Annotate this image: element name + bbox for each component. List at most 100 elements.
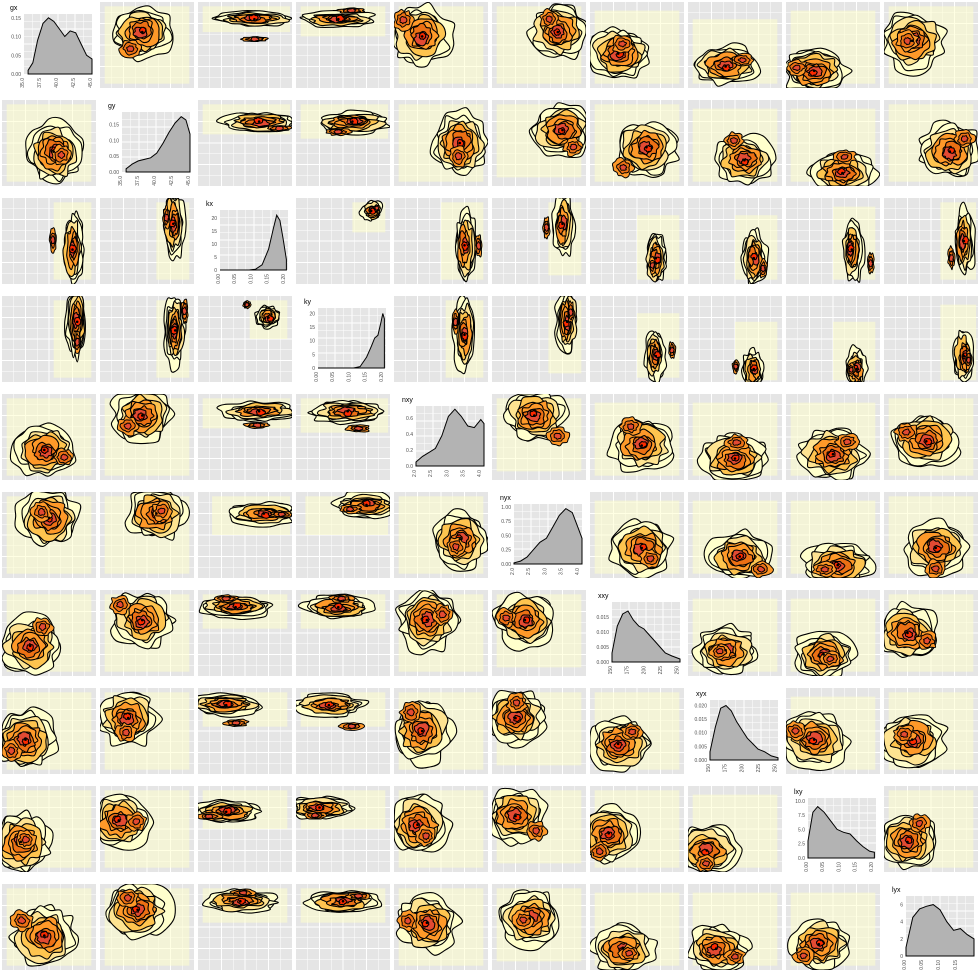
panel-nyx-xxy-peak-point (640, 546, 643, 550)
panel-xyx-kx (198, 688, 292, 774)
panel-gy-lxy-contour-mode (840, 154, 849, 160)
panel-xyx-lyx-contour-mode (900, 730, 909, 738)
panel-gy-xxy-contour-mode (619, 163, 628, 171)
panel-nxy-xxy-contour-level (638, 441, 648, 449)
panel-gx-nyx (492, 2, 586, 88)
panel-kx-xyx (688, 198, 782, 284)
panel-nxy-gy-contours (104, 394, 190, 476)
panel-kx-xyx-peak-point (752, 256, 756, 260)
panel-kx-xxy-peak-point (654, 256, 658, 260)
panel-lyx-gy (100, 884, 194, 970)
panel-xxy-nxy-contours (395, 590, 484, 672)
panel-lyx-xxy-contours (590, 892, 680, 970)
diagonal-kx-y-tick-label: 10 (211, 242, 217, 248)
diagonal-nxy-density-area (415, 408, 485, 467)
panel-lyx-gx-contours (6, 888, 92, 967)
panel-kx-nxy (394, 198, 488, 284)
panel-lxy-gy-contour-level (113, 815, 122, 823)
panel-lxy-ky (296, 786, 390, 872)
diagonal-gy-x-tick-label: 37.5 (135, 176, 141, 186)
panel-nyx-xyx-peak-point (738, 555, 741, 558)
panel-xyx-gy-contours (100, 691, 190, 770)
diagonal-xyx-density-area (709, 704, 779, 761)
panel-gy-ky-peak-point (351, 120, 354, 123)
panel-ky-gy-contours (156, 297, 190, 378)
panel-gx-xyx-contour-mode (737, 57, 747, 64)
panel-gy-lxy (786, 100, 880, 186)
panel-gy-nxy (394, 100, 488, 186)
panel-lyx-kx-contours (202, 888, 288, 923)
diagonal-lxy-y-tick-label: 2.5 (798, 842, 805, 848)
panel-gy-lyx (884, 100, 978, 186)
panel-ky-nyx (492, 296, 586, 382)
panel-nxy-gx (2, 394, 96, 480)
diagonal-gy-title: gy (108, 103, 116, 110)
panel-xxy-kx (198, 590, 292, 676)
panel-nyx-gy-contour-mode (157, 507, 166, 515)
panel-nyx-lxy-peak-point (836, 563, 839, 567)
diagonal-xyx-x-tick-label: 250 (773, 764, 779, 773)
panel-xxy-xyx-contour-mode (715, 647, 724, 655)
diagonal-xyx-x-tick-label: 150 (706, 764, 712, 773)
panel-kx-nyx-contours (542, 198, 582, 276)
panel-gy-gx-contour-mode (57, 150, 66, 160)
panel-lxy-kx-contours (198, 790, 288, 829)
diagonal-gx-title: gx (10, 5, 18, 12)
diagonal-xxy-density-area (611, 610, 681, 663)
panel-lxy-lyx-peak-point (906, 840, 909, 844)
panel-ky-lyx (884, 296, 978, 382)
panel-lxy-lyx-contours (884, 790, 974, 871)
panel-xxy-gx-peak-point (28, 644, 32, 648)
panel-ky-kx (198, 296, 292, 382)
panel-gx-lxy-contour-mode (792, 64, 801, 71)
panel-xxy-nxy-peak-point (425, 618, 429, 622)
panel-gx-ky (296, 2, 390, 88)
panel-gx-xxy (590, 2, 684, 88)
panel-nxy-kx-peak-point (257, 409, 261, 413)
panel-kx-gy-contour-mode (163, 213, 170, 223)
panel-nyx-ky-contour-mode (346, 506, 355, 512)
panel-gx-xxy-contours (590, 10, 680, 84)
panel-gx-ky-contour-mode (346, 7, 357, 14)
diagonal-ky-y-tick-label: 20 (309, 311, 315, 317)
panel-xyx-gx-contour-level (21, 737, 30, 746)
panel-kx-lyx (884, 198, 978, 284)
diagonal-xxy-y-tick-label: 0.000 (596, 660, 609, 666)
diagonal-gy-y-tick-label: 0.10 (109, 138, 119, 144)
panel-xyx-xxy (590, 688, 684, 774)
diagonal-ky-x-tick-label: 0.05 (330, 372, 336, 382)
panel-lyx-kx-peak-point (239, 899, 242, 903)
panel-nxy-ky-contour-mode (353, 425, 364, 432)
diagonal-lxy-title: lxy (794, 789, 803, 796)
panel-lyx-nyx-contour-mode (519, 916, 528, 924)
panel-kx-nyx (492, 198, 586, 284)
panel-ky-kx-contours (242, 300, 288, 339)
panel-nxy-kx-contours (202, 398, 292, 430)
panel-lxy-gy-contour-mode (132, 818, 141, 826)
diagonal-xxy-x-tick-label: 225 (658, 666, 664, 675)
panel-lyx-xyx (688, 884, 782, 970)
panel-lyx-nyx-contours (496, 888, 582, 962)
diagonal-nxy-x-tick-label: 4.0 (477, 470, 483, 477)
panel-lyx-ky-contour-mode (353, 893, 364, 899)
panel-kx-nyx-contour-mode (543, 223, 550, 232)
panel-nxy-lxy-contour-level (827, 450, 836, 458)
panel-xyx-ky-contours (296, 692, 386, 731)
panel-xyx-lyx-peak-point (910, 738, 914, 741)
panel-gy-lyx-contours (888, 104, 978, 182)
diagonal-nyx-y-tick-label: 0.00 (501, 562, 511, 568)
panel-gy-nyx (492, 100, 586, 186)
panel-ky-xxy (590, 296, 684, 382)
diagonal-kx: kx 0 5 10 15 20 0.00 0.05 0.10 0.15 0.20 (206, 201, 288, 284)
panel-xxy-kx-contour-level (232, 602, 242, 610)
diagonal-lxy: lxy 0.0 2.5 5.0 7.5 10.0 0.00 0.05 0.10 0.15 0.20 (794, 789, 876, 872)
panel-xxy-ky-contour-mode (336, 595, 346, 602)
panel-gy-gx-contours (6, 104, 92, 185)
panel-lxy-xyx-contours (688, 794, 778, 872)
panel-kx-lxy-peak-point (850, 248, 854, 251)
panel-lyx-nxy-peak-point (425, 921, 429, 924)
panel-xyx-xxy-peak-point (616, 742, 620, 746)
diagonal-lyx-density-area (905, 904, 975, 957)
diagonal-kx-y-tick-label: 15 (211, 229, 217, 235)
panel-kx-nxy-contour-mode (476, 241, 482, 251)
